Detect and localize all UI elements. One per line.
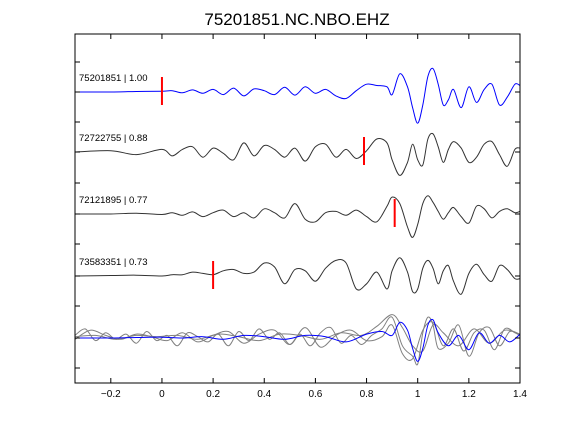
x-tick-label: 0	[159, 389, 165, 400]
plot-area: 75201851 | 1.00 72722755 | 0.88 72121895 |…	[74, 67, 521, 366]
chart-title: 75201851.NC.NBO.EHZ	[204, 10, 389, 29]
trace-group: 72121895 | 0.77	[74, 195, 521, 238]
overlay-stack	[74, 314, 521, 366]
x-tick-label: 1.2	[462, 389, 476, 400]
trace-line-72722755	[74, 132, 521, 176]
x-tick-label: 0.4	[257, 389, 271, 400]
trace-line-75201851	[74, 67, 521, 124]
x-tick-label: 0.2	[206, 389, 220, 400]
trace-group: 73583351 | 0.73	[74, 257, 521, 295]
axes-frame	[74, 33, 521, 384]
trace-group: 72722755 | 0.88	[74, 132, 521, 176]
x-tick-label: 1	[415, 389, 421, 400]
trace-line-73583351	[74, 257, 521, 295]
trace-line-72121895	[74, 195, 521, 238]
trace-label-73583351: 73583351 | 0.73	[79, 257, 148, 268]
trace-label-75201851: 75201851 | 1.00	[79, 73, 148, 84]
x-tick-label: 0.8	[360, 389, 374, 400]
overlay-trace-0	[74, 316, 521, 366]
x-tick-label: −0.2	[101, 389, 121, 400]
x-tick-label: 1.4	[513, 389, 527, 400]
overlay-trace-2	[74, 314, 521, 353]
trace-label-72121895: 72121895 | 0.77	[79, 195, 148, 206]
overlay-trace-3	[74, 318, 521, 362]
x-tick-label: 0.6	[308, 389, 322, 400]
trace-label-72722755: 72722755 | 0.88	[79, 133, 148, 144]
trace-group: 75201851 | 1.00	[74, 67, 521, 124]
x-axis: −0.2 0 0.2 0.4 0.6 0.8 1 1.2 1.4	[75, 34, 527, 400]
